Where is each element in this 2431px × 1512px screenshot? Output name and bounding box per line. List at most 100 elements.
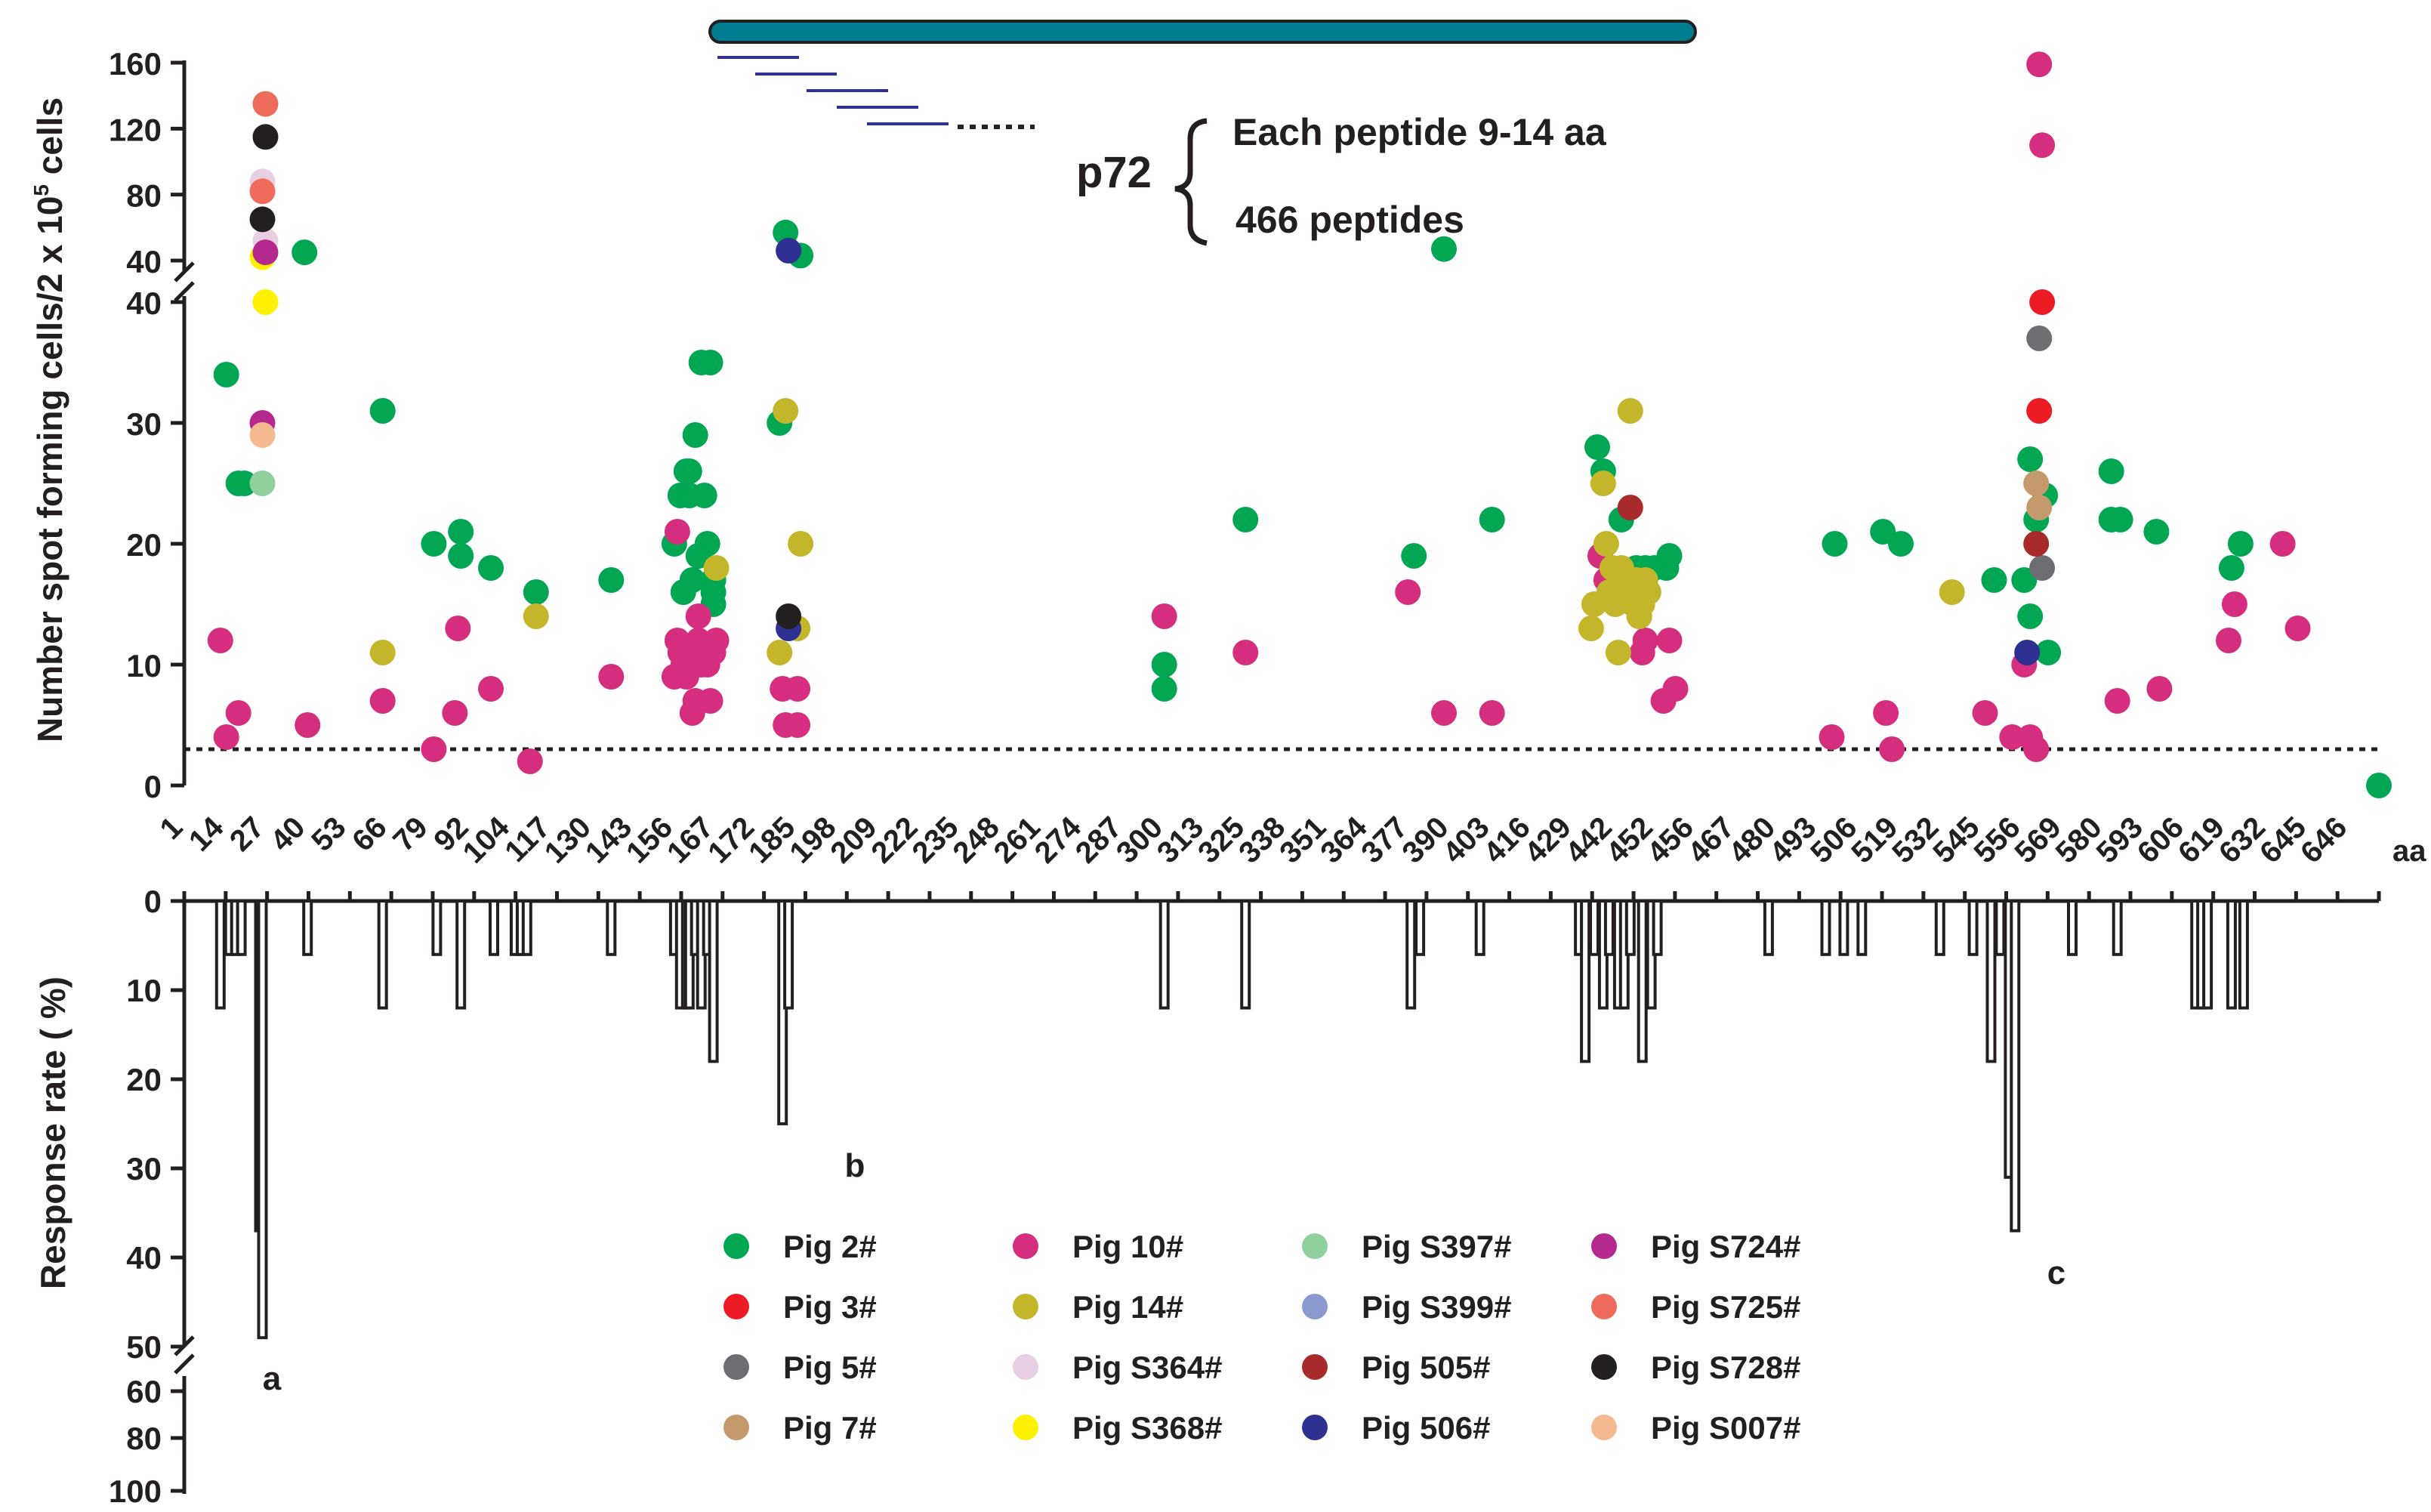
scatter-point: [785, 676, 811, 702]
scatter-point: [1939, 579, 1965, 605]
bottom-y-tick-label: 60: [126, 1374, 162, 1409]
response-bar: [777, 899, 788, 1125]
scatter-point: [697, 688, 723, 714]
top-panel: 0 10 20 30 40 40 80 120 160 Number spot forming …: [29, 46, 2392, 804]
scatter-point: [1431, 236, 1457, 262]
scatter-point: [2014, 640, 2041, 665]
scatter-point: [2029, 289, 2056, 315]
top-y-axis: 0 10 20 30 40 40 80 120 160: [109, 46, 195, 804]
legend-label: Pig 2#: [783, 1229, 877, 1264]
peptide-desc-line1: Each peptide 9-14 aa: [1232, 111, 1607, 153]
scatter-point: [1605, 640, 1631, 665]
top-y-axis-title-main: Number spot forming cells/2 x 10: [30, 196, 69, 742]
response-bar: [2010, 899, 2021, 1233]
scatter-point: [478, 676, 504, 702]
legend-label: Pig 5#: [783, 1350, 877, 1385]
annotation-c: c: [2047, 1254, 2065, 1291]
scatter-point: [767, 640, 793, 665]
scatter-point: [2026, 326, 2053, 351]
scatter-point: [1431, 700, 1457, 726]
scatter-point: [249, 178, 276, 205]
response-bars: [214, 899, 2249, 1340]
scatter-point: [369, 640, 396, 665]
scatter-point: [442, 700, 468, 726]
legend-marker: [1013, 1233, 1038, 1259]
scatter-point: [2011, 567, 2038, 593]
scatter-point: [1479, 507, 1505, 532]
response-bar: [1158, 899, 1170, 1010]
scatter-point: [1873, 700, 1899, 726]
scatter-point: [785, 712, 811, 738]
response-bar: [1763, 899, 1774, 956]
scatter-point: [773, 398, 799, 424]
legend-marker: [1591, 1294, 1617, 1319]
scatter-point: [2017, 603, 2044, 629]
scatter-point: [2029, 555, 2056, 581]
response-bar: [1637, 899, 1648, 1063]
legend-marker: [1591, 1233, 1617, 1259]
top-y-tick-label: 40: [126, 244, 162, 279]
scatter-point: [1151, 652, 1177, 677]
scatter-point: [1578, 616, 1604, 641]
scatter-point: [1617, 495, 1643, 520]
scatter-point: [478, 555, 504, 581]
scatter-point: [2026, 51, 2053, 78]
response-bar: [1994, 899, 2006, 956]
legend-marker: [1302, 1354, 1328, 1380]
scatter-point: [2017, 446, 2044, 472]
legend: Pig 2# Pig 3# Pig 5# Pig 7# Pig 10# Pig 14# Pi…: [723, 1229, 1800, 1446]
scatter-point: [1232, 640, 1259, 665]
scatter-point: [703, 628, 730, 653]
response-bar: [2067, 899, 2078, 956]
scatter-point: [2227, 531, 2254, 557]
legend-marker: [723, 1233, 749, 1259]
scatter-point: [1635, 579, 1661, 605]
scatter-point: [421, 531, 447, 557]
scatter-point: [252, 239, 279, 266]
top-y-axis-title: Number spot forming cells/2 x 105 cells: [29, 97, 69, 742]
legend-label: Pig 7#: [783, 1410, 877, 1446]
legend-marker: [1013, 1294, 1038, 1319]
scatter-point: [2216, 628, 2241, 653]
bottom-y-tick-label: 20: [126, 1062, 162, 1097]
legend-marker: [1302, 1294, 1328, 1319]
response-bar: [708, 899, 719, 1063]
scatter-point: [213, 362, 239, 387]
response-bar: [1603, 899, 1615, 956]
top-y-tick-label: 80: [126, 178, 162, 214]
response-bar: [1580, 899, 1591, 1063]
scatter-point: [249, 422, 276, 448]
scatter-point: [598, 567, 625, 593]
scatter-point: [788, 531, 814, 557]
scatter-point: [679, 567, 705, 593]
scatter-points: [207, 51, 2392, 798]
legend-label: Pig 14#: [1072, 1289, 1183, 1325]
scatter-point: [231, 471, 258, 496]
scatter-point: [676, 458, 702, 484]
scatter-point: [292, 239, 318, 266]
scatter-point: [295, 712, 321, 738]
scatter-point: [421, 736, 447, 762]
scatter-point: [694, 531, 720, 557]
scatter-point: [2104, 688, 2130, 714]
legend-marker: [723, 1354, 749, 1380]
top-y-axis-title-suffix: cells: [30, 97, 69, 184]
scatter-point: [213, 724, 239, 750]
top-y-tick-label: 160: [109, 46, 162, 82]
x-axis: 1142740536679921041171301431561671721851…: [154, 810, 2427, 870]
legend-label: Pig S007#: [1651, 1410, 1800, 1446]
response-bar: [431, 899, 443, 956]
peptide-brace: [1174, 118, 1208, 246]
top-y-tick-label: 40: [126, 285, 162, 321]
scatter-point: [682, 422, 708, 448]
response-bar: [1652, 899, 1663, 956]
scatter-point: [2366, 773, 2392, 798]
legend-label: Pig S397#: [1362, 1229, 1511, 1264]
bottom-y-tick-label: 50: [126, 1329, 162, 1365]
response-bar: [606, 899, 617, 956]
scatter-point: [2026, 495, 2053, 520]
scatter-point: [1653, 555, 1680, 581]
legend-label: Pig S364#: [1072, 1350, 1222, 1385]
scatter-point: [445, 616, 471, 641]
bottom-y-tick-label: 0: [144, 884, 162, 919]
